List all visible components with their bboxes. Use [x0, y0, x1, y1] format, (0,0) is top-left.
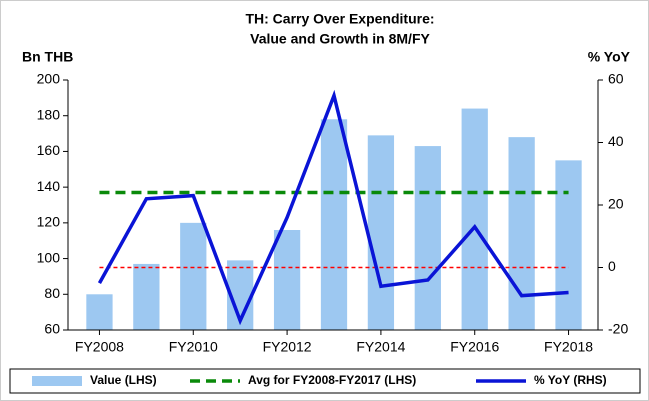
- x-tick-label: FY2016: [450, 339, 499, 355]
- y2-axis-label: % YoY: [588, 49, 631, 65]
- bar: [555, 160, 582, 330]
- y-tick-label: 80: [44, 285, 60, 301]
- y-tick-label: 180: [37, 106, 61, 122]
- x-tick-label: FY2018: [544, 339, 593, 355]
- y-axis-label: Bn THB: [22, 49, 73, 65]
- legend-label: Value (LHS): [90, 373, 157, 387]
- y-tick-label: 120: [37, 214, 61, 230]
- bar: [320, 119, 348, 331]
- x-tick-label: FY2014: [356, 339, 405, 355]
- legend-label: Avg for FY2008-FY2017 (LHS): [248, 373, 416, 387]
- bar: [461, 108, 488, 330]
- x-tick-label: FY2008: [75, 339, 124, 355]
- legend-swatch: [32, 376, 82, 386]
- bar: [86, 294, 113, 330]
- y-tick-label: 60: [44, 321, 60, 337]
- y2-tick-label: 20: [608, 196, 624, 212]
- y-tick-label: 200: [37, 71, 61, 87]
- bar: [367, 135, 395, 330]
- bar: [180, 222, 207, 330]
- y-tick-label: 140: [37, 178, 61, 194]
- legend-box: [9, 368, 641, 394]
- legend-label: % YoY (RHS): [534, 373, 607, 387]
- y-tick-label: 100: [37, 249, 61, 265]
- y2-tick-label: -20: [608, 321, 628, 337]
- bar: [273, 230, 301, 330]
- y-tick-label: 160: [37, 142, 61, 158]
- bar: [414, 146, 441, 330]
- chart-title: Value and Growth in 8M/FY: [250, 31, 430, 47]
- x-tick-label: FY2010: [169, 339, 218, 355]
- y2-tick-label: 0: [608, 258, 616, 274]
- bar: [508, 137, 535, 330]
- y2-tick-label: 40: [608, 133, 624, 149]
- bar: [133, 263, 160, 330]
- x-tick-label: FY2012: [263, 339, 312, 355]
- line: [97, 89, 569, 326]
- y2-tick-label: 60: [608, 71, 624, 87]
- chart-title: TH: Carry Over Expenditure:: [245, 11, 434, 27]
